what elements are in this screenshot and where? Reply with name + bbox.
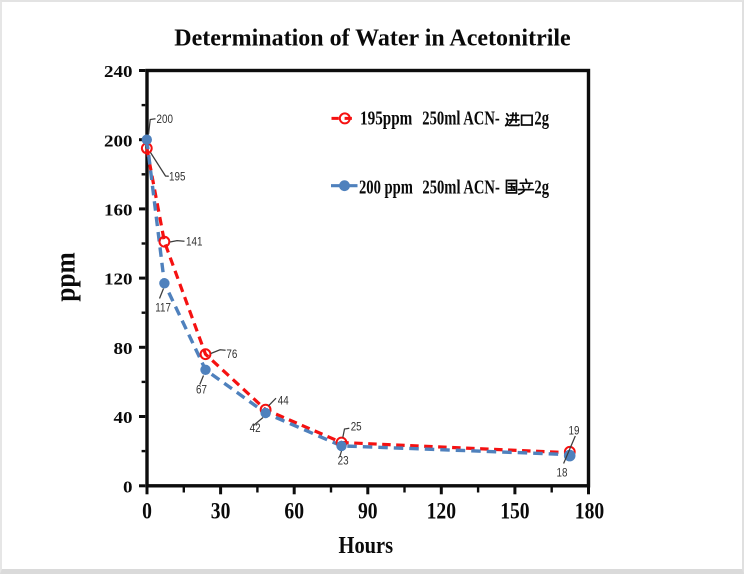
svg-text:60: 60 — [284, 498, 304, 524]
svg-text:150: 150 — [500, 498, 529, 524]
svg-text:200: 200 — [157, 113, 173, 126]
svg-text:0: 0 — [123, 477, 133, 496]
svg-text:90: 90 — [358, 498, 378, 524]
svg-text:ppm: ppm — [49, 252, 80, 302]
svg-text:250ml ACN-: 250ml ACN- — [422, 106, 500, 129]
svg-text:0: 0 — [142, 498, 152, 524]
svg-text:23: 23 — [338, 455, 349, 468]
svg-text:250ml ACN-: 250ml ACN- — [422, 175, 500, 198]
svg-text:160: 160 — [104, 200, 133, 219]
svg-text:195: 195 — [169, 171, 185, 184]
svg-text:2g: 2g — [534, 175, 549, 198]
svg-text:30: 30 — [211, 498, 231, 524]
svg-text:141: 141 — [186, 235, 202, 248]
svg-text:25: 25 — [351, 421, 362, 434]
svg-text:120: 120 — [104, 270, 133, 289]
svg-text:18: 18 — [557, 467, 568, 480]
svg-text:200 ppm: 200 ppm — [359, 175, 413, 198]
svg-text:117: 117 — [155, 301, 171, 314]
svg-text:Hours: Hours — [339, 532, 394, 559]
svg-text:42: 42 — [250, 422, 261, 435]
svg-text:80: 80 — [113, 339, 132, 358]
svg-text:2g: 2g — [534, 106, 549, 129]
svg-text:40: 40 — [113, 408, 132, 427]
svg-text:44: 44 — [278, 395, 289, 408]
svg-text:Determination of Water in Acet: Determination of Water in Acetonitrile — [174, 24, 571, 51]
svg-text:195ppm: 195ppm — [360, 107, 413, 130]
svg-text:76: 76 — [226, 348, 237, 361]
svg-text:120: 120 — [427, 498, 456, 524]
svg-text:67: 67 — [196, 384, 207, 397]
svg-text:200: 200 — [104, 131, 133, 150]
svg-text:19: 19 — [569, 425, 580, 438]
svg-text:180: 180 — [575, 498, 604, 524]
svg-text:240: 240 — [104, 62, 133, 81]
